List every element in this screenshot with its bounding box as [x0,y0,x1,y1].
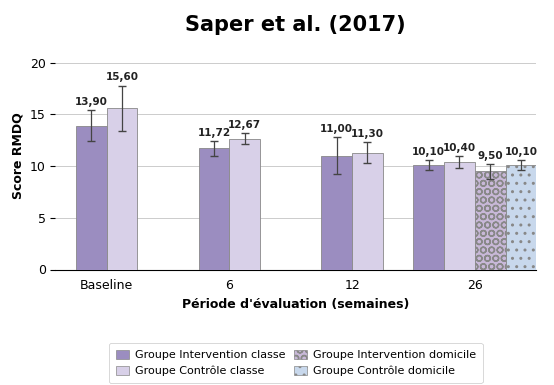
Text: 11,72: 11,72 [197,128,230,138]
Text: 11,30: 11,30 [351,129,384,139]
Text: 10,10: 10,10 [412,147,445,157]
Bar [106,108,137,270]
Text: 10,10: 10,10 [504,147,537,157]
Text: 13,90: 13,90 [75,97,107,107]
Title: Saper et al. (2017): Saper et al. (2017) [186,15,406,35]
Bar [413,165,444,270]
Bar [199,148,229,270]
Legend: Groupe Intervention classe, Groupe Contrôle classe, Groupe Intervention domicile: Groupe Intervention classe, Groupe Contr… [109,343,483,383]
Y-axis label: Score RMDQ: Score RMDQ [11,112,24,199]
Bar [321,156,352,270]
Text: 15,60: 15,60 [105,72,138,82]
Bar [475,171,505,270]
Text: 9,50: 9,50 [478,151,503,161]
Bar [352,153,383,270]
Bar [444,162,475,270]
Bar [76,126,106,270]
Text: 11,00: 11,00 [320,124,353,134]
Text: 12,67: 12,67 [228,120,261,130]
Bar [505,165,536,270]
Bar [229,139,260,270]
X-axis label: Période d'évaluation (semaines): Période d'évaluation (semaines) [182,298,409,311]
Text: 10,40: 10,40 [443,143,476,153]
